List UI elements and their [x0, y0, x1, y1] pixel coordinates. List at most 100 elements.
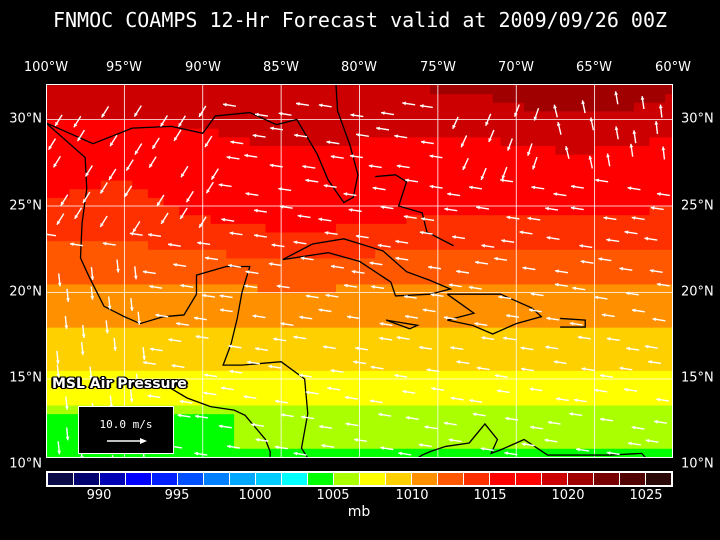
pressure-cell — [163, 301, 172, 311]
pressure-cell — [571, 275, 580, 285]
pressure-cell — [430, 361, 439, 371]
pressure-cell — [445, 404, 455, 415]
pressure-cell — [93, 171, 102, 181]
pressure-cell — [430, 301, 439, 311]
pressure-cell — [100, 110, 110, 121]
pressure-cell — [108, 171, 118, 181]
wind-arrowhead — [64, 325, 69, 329]
pressure-cell — [390, 119, 400, 129]
pressure-cell — [430, 404, 439, 415]
pressure-cell — [578, 327, 588, 337]
pressure-cell — [453, 214, 462, 224]
pressure-cell — [531, 327, 541, 337]
pressure-cell — [85, 231, 94, 242]
pressure-cell — [335, 309, 345, 320]
pressure-cell — [328, 93, 337, 103]
pressure-cell — [367, 318, 376, 328]
pressure-cell — [187, 128, 196, 138]
pressure-cell — [46, 301, 55, 311]
pressure-cell — [46, 257, 55, 268]
pressure-cell — [422, 396, 431, 406]
pressure-cell — [563, 197, 572, 207]
pressure-cell — [484, 439, 494, 449]
pressure-cell — [194, 205, 204, 216]
wind-arrowhead — [325, 293, 330, 298]
pressure-cell — [304, 344, 314, 354]
pressure-cell — [625, 387, 635, 397]
pressure-cell — [524, 180, 533, 190]
pressure-cell — [618, 119, 627, 129]
pressure-cell — [296, 309, 306, 320]
pressure-cell — [649, 275, 658, 285]
pressure-cell — [492, 223, 502, 233]
pressure-cell — [375, 361, 384, 371]
pressure-cell — [469, 266, 478, 276]
pressure-cell — [77, 335, 86, 345]
wind-arrowhead — [555, 269, 559, 274]
pressure-cell — [61, 205, 71, 216]
pressure-cell — [69, 231, 78, 242]
pressure-cell — [69, 162, 78, 172]
wind-arrowhead — [318, 217, 323, 222]
pressure-cell — [61, 93, 71, 103]
pressure-cell — [586, 292, 596, 302]
pressure-cell — [547, 205, 557, 216]
pressure-cell — [508, 145, 517, 155]
pressure-cell — [602, 283, 611, 294]
pressure-cell — [202, 205, 212, 216]
wind-arrowhead — [370, 365, 375, 370]
pressure-cell — [359, 162, 368, 172]
wind-arrowhead — [644, 236, 649, 241]
pressure-cell — [578, 422, 588, 432]
pressure-cell — [77, 84, 86, 95]
pressure-cell — [571, 378, 580, 389]
pressure-cell — [500, 378, 510, 389]
pressure-cell — [414, 136, 423, 147]
pressure-cell — [665, 387, 673, 397]
wind-arrowhead — [396, 164, 401, 169]
pressure-cell — [288, 353, 298, 363]
pressure-cell — [665, 188, 673, 198]
pressure-cell — [406, 180, 415, 190]
colorbar-swatch — [48, 473, 73, 485]
pressure-cell — [437, 93, 447, 103]
pressure-cell — [437, 327, 447, 337]
pressure-cell — [453, 318, 462, 328]
pressure-cell — [351, 396, 361, 406]
pressure-cell — [508, 344, 517, 354]
pressure-cell — [500, 413, 510, 423]
pressure-cell — [594, 205, 604, 216]
pressure-cell — [218, 102, 227, 112]
pressure-cell — [367, 180, 376, 190]
pressure-cell — [500, 266, 510, 276]
lat-label: 25°N — [9, 198, 42, 214]
pressure-cell — [539, 240, 549, 250]
pressure-cell — [194, 344, 204, 354]
pressure-cell — [555, 422, 564, 432]
pressure-cell — [85, 93, 94, 103]
pressure-cell — [187, 223, 196, 233]
pressure-cell — [586, 396, 596, 406]
pressure-cell — [492, 448, 502, 458]
pressure-cell — [422, 344, 431, 354]
pressure-cell — [234, 257, 243, 268]
pressure-cell — [132, 249, 141, 259]
wind-arrowhead — [545, 345, 550, 350]
pressure-cell — [578, 275, 588, 285]
pressure-cell — [288, 240, 298, 250]
pressure-cell — [249, 335, 259, 345]
pressure-cell — [477, 145, 486, 155]
pressure-cell — [547, 309, 557, 320]
pressure-cell — [155, 344, 165, 354]
pressure-cell — [508, 93, 517, 103]
pressure-cell — [124, 128, 133, 138]
wind-arrowhead — [226, 155, 231, 160]
pressure-cell — [547, 93, 557, 103]
pressure-cell — [61, 162, 71, 172]
pressure-cell — [633, 283, 643, 294]
pressure-cell — [85, 266, 94, 276]
pressure-cell — [508, 154, 517, 164]
pressure-cell — [343, 353, 353, 363]
pressure-cell — [108, 154, 118, 164]
pressure-cell — [586, 301, 596, 311]
